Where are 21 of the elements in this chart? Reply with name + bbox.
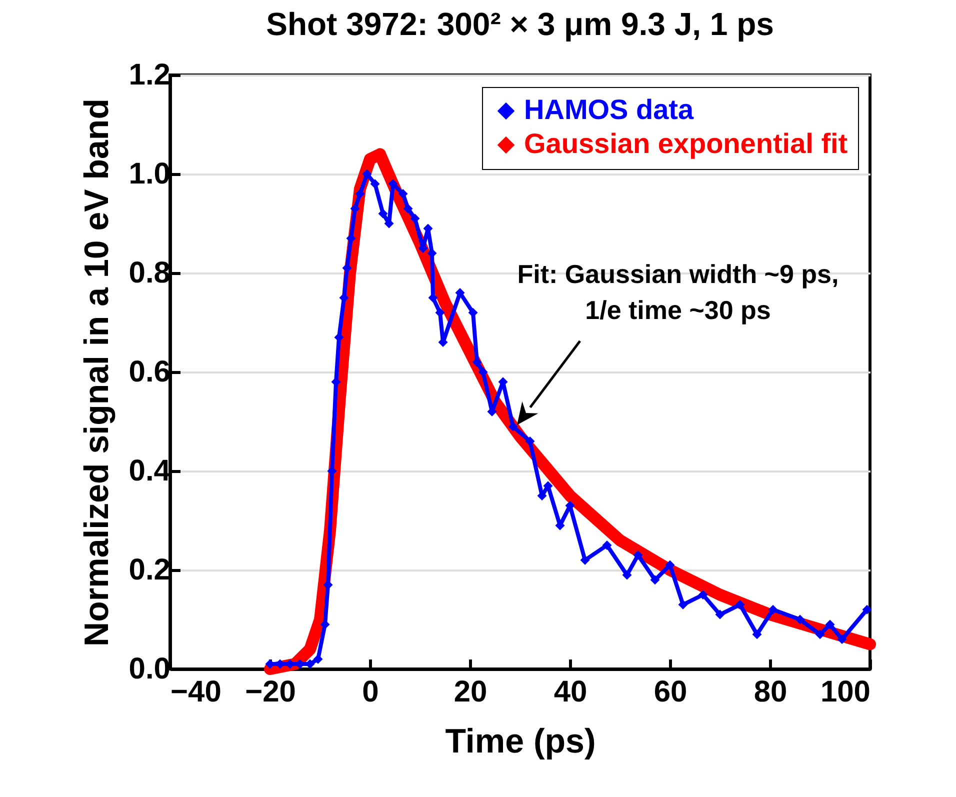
legend-label: HAMOS data [524, 94, 694, 125]
y-tick-label: 0.0 [128, 652, 170, 686]
y-tick-label: 1.2 [128, 58, 170, 92]
x-axis-title: Time (ps) [445, 722, 596, 760]
x-tick-label: 40 [554, 676, 588, 708]
x-tick-label: 80 [754, 676, 788, 708]
x-tick-label: 0 [362, 676, 379, 708]
x-tick-label: 100 [820, 676, 870, 708]
chart-title: Shot 3972: 300² × 3 μm 9.3 J, 1 ps [266, 6, 774, 42]
y-tick-label: 0.6 [128, 356, 170, 388]
x-tick-label: 20 [454, 676, 488, 708]
x-tick-label: −20 [245, 676, 296, 708]
y-tick-label: 1.0 [128, 158, 170, 190]
x-tick-label: 60 [654, 676, 688, 708]
y-tick-label: 0.2 [128, 554, 170, 586]
y-axis-title: Normalized signal in a 10 eV band [78, 98, 116, 646]
legend-label: Gaussian exponential fit [524, 128, 848, 159]
y-tick-label: 0.8 [128, 256, 170, 290]
annotation: Fit: Gaussian width ~9 ps, 1/e time ~30 ps [517, 259, 839, 325]
x-tick-label: −40 [170, 676, 222, 708]
y-tick-label: 0.4 [128, 454, 171, 488]
